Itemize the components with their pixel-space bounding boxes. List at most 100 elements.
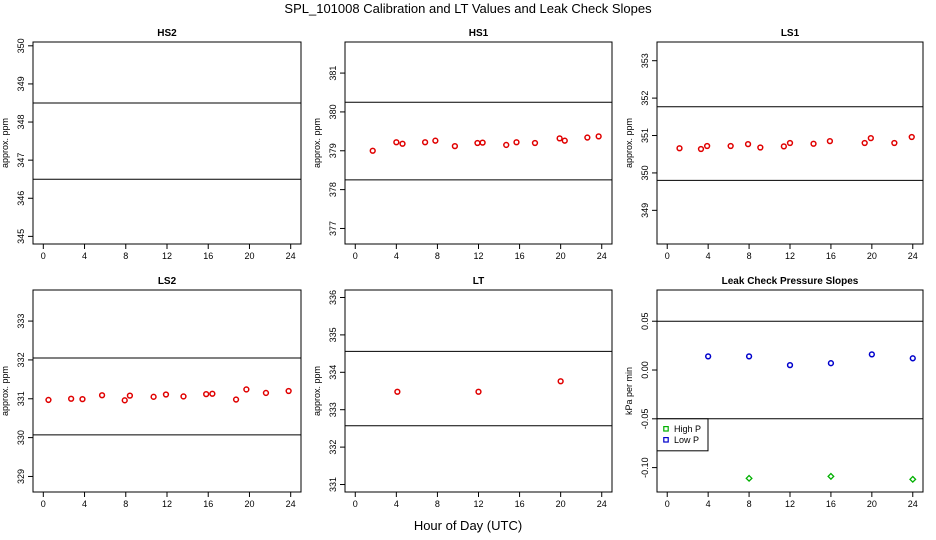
data-point-data: [861, 139, 868, 147]
data-point-low-p: [827, 360, 835, 367]
panel-title: HS1: [469, 28, 489, 39]
x-tick-label: 0: [41, 251, 46, 261]
x-tick-label: 24: [286, 251, 296, 261]
panel-hs1: HS1 approx. ppm 0 4 8 12 16 20 24 377 378 379 380 381: [312, 28, 613, 261]
data-point-data: [79, 396, 86, 403]
x-tick-label: 8: [747, 499, 752, 509]
x-tick-label: 24: [597, 499, 607, 509]
x-tick-label: 16: [515, 251, 525, 261]
data-point-data: [697, 145, 705, 153]
x-tick-label: 8: [123, 251, 128, 261]
x-tick-label: 20: [556, 499, 566, 509]
y-tick-label: 349: [640, 203, 650, 218]
y-tick-label: 329: [16, 469, 26, 484]
data-point-data: [399, 140, 406, 147]
y-tick-label: 334: [328, 365, 338, 380]
data-point-data: [810, 140, 817, 147]
x-tick-label: 12: [473, 499, 483, 509]
x-tick-label: 20: [867, 499, 877, 509]
data-point-data: [744, 140, 752, 148]
data-point-data: [209, 390, 216, 397]
panel-lt: LT approx. ppm 0 4 8 12 16 20 24 331 332 333 334 335 3…: [312, 276, 613, 509]
y-tick-label: 378: [328, 182, 338, 197]
data-point-high-p: [827, 472, 835, 481]
x-tick-label: 4: [82, 499, 87, 509]
data-point-data: [557, 378, 564, 385]
data-point-low-p: [745, 353, 753, 360]
plot-frame: [656, 289, 924, 493]
data-point-data: [475, 388, 482, 395]
x-tick-label: 0: [665, 499, 670, 509]
data-point-data: [180, 393, 187, 400]
y-tick-label: 330: [16, 430, 26, 445]
data-point-data: [676, 145, 683, 152]
data-point-low-p: [705, 353, 712, 360]
y-tick-label: 335: [328, 327, 338, 342]
y-axis-label: approx. ppm: [312, 366, 322, 416]
data-point-data: [451, 142, 459, 150]
plot-frame: [344, 289, 613, 493]
x-tick-label: 24: [908, 251, 918, 261]
plot-frame: [344, 41, 613, 245]
legend-box: [656, 418, 709, 452]
y-tick-label: 336: [328, 290, 338, 305]
panel-title: HS2: [157, 28, 177, 39]
y-tick-label: 380: [328, 104, 338, 119]
data-point-data: [584, 134, 591, 141]
y-tick-label: 346: [16, 191, 26, 206]
data-point-data: [162, 391, 170, 398]
y-tick-label: 348: [16, 115, 26, 130]
data-point-data: [826, 137, 834, 145]
x-tick-label: 20: [244, 251, 254, 261]
data-point-data: [867, 134, 874, 142]
data-point-data: [757, 144, 764, 151]
legend-marker: [663, 437, 669, 443]
panel-title: LS2: [158, 276, 177, 287]
y-tick-label: 333: [328, 402, 338, 417]
y-tick-label: 347: [16, 153, 26, 168]
data-point-data: [150, 393, 157, 400]
x-tick-label: 0: [41, 499, 46, 509]
y-tick-label: 351: [640, 128, 650, 143]
panel-leak-check-pressure-slopes: Leak Check Pressure Slopes kPa per min 0 4 8…: [624, 276, 924, 509]
data-point-data: [513, 139, 520, 146]
x-tick-label: 16: [203, 499, 213, 509]
plot-frame: [32, 289, 302, 493]
data-point-data: [561, 137, 568, 144]
data-point-data: [479, 139, 486, 146]
x-tick-label: 4: [394, 499, 399, 509]
panel-title: Leak Check Pressure Slopes: [722, 276, 859, 287]
data-point-data: [503, 141, 510, 149]
data-point-data: [556, 135, 563, 142]
x-tick-label: 0: [665, 251, 670, 261]
data-point-data: [394, 388, 401, 395]
data-point-data: [285, 387, 292, 395]
x-tick-label: 4: [706, 251, 711, 261]
x-tick-label: 20: [556, 251, 566, 261]
y-axis-label: approx. ppm: [0, 366, 10, 416]
x-tick-label: 4: [82, 251, 87, 261]
y-tick-label: 349: [16, 76, 26, 91]
data-point-data: [243, 386, 250, 393]
data-point-low-p: [868, 351, 875, 358]
x-tick-label: 8: [435, 251, 440, 261]
data-point-data: [727, 142, 734, 150]
x-tick-label: 24: [597, 251, 607, 261]
panel-hs2: HS2 approx. ppm 0 4 8 12 16 20 24 345 346 347 348 349…: [0, 28, 302, 261]
y-axis-label: approx. ppm: [624, 118, 634, 168]
panel-title: LS1: [781, 28, 800, 39]
x-tick-label: 0: [353, 251, 358, 261]
data-point-data: [232, 396, 240, 403]
data-point-data: [121, 397, 128, 404]
y-tick-label: 350: [640, 165, 650, 180]
panel-ls2: LS2 approx. ppm 0 4 8 12 16 20 24 329 330 331 332 333: [0, 276, 302, 509]
data-point-low-p: [909, 355, 916, 362]
x-tick-label: 8: [435, 499, 440, 509]
y-tick-label: 331: [16, 391, 26, 406]
y-tick-label: 352: [640, 91, 650, 106]
x-tick-label: 8: [747, 251, 752, 261]
x-axis-label: Hour of Day (UTC): [413, 518, 523, 533]
x-tick-label: 8: [123, 499, 128, 509]
